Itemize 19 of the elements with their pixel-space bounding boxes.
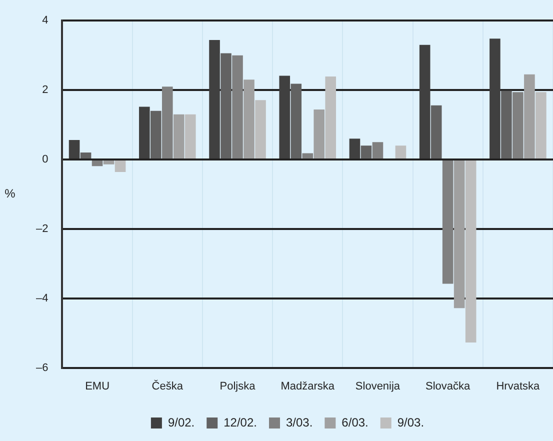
y-tick-label: –2 bbox=[36, 222, 48, 235]
x-tick-label: Slovačka bbox=[426, 380, 472, 392]
y-tick-label: –4 bbox=[36, 292, 48, 304]
legend-label: 6/03. bbox=[342, 415, 368, 430]
x-tick-label: Češka bbox=[152, 379, 184, 392]
x-tick-label: Hrvatska bbox=[496, 380, 541, 392]
y-tick-label: 4 bbox=[42, 14, 48, 27]
legend-label: 9/03. bbox=[397, 415, 424, 430]
x-tick-label: Poljska bbox=[220, 380, 256, 392]
y-axis-title: % bbox=[4, 186, 16, 201]
x-tick-label: Madžarska bbox=[280, 380, 336, 392]
x-tick-label: Slovenija bbox=[355, 380, 401, 392]
legend-label: 9/02. bbox=[168, 415, 195, 430]
y-tick-label: 2 bbox=[42, 84, 48, 96]
y-tick-label: 0 bbox=[42, 154, 48, 166]
x-tick-label: EMU bbox=[85, 380, 110, 392]
legend-label: 12/02. bbox=[224, 415, 258, 430]
legend-label: 3/03. bbox=[286, 415, 313, 430]
y-tick-label: –6 bbox=[36, 362, 48, 374]
